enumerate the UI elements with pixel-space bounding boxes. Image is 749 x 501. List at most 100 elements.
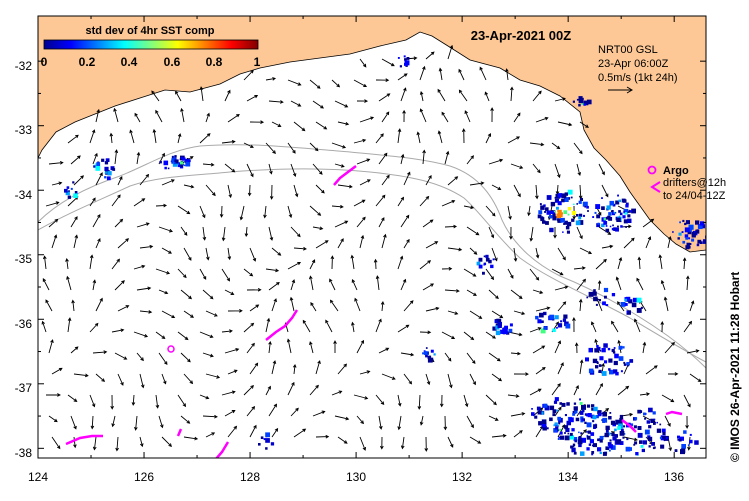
current-vector: [400, 436, 405, 450]
sst-pixel: [176, 162, 179, 165]
current-vector: [463, 394, 469, 408]
current-vector: [221, 226, 226, 242]
sst-pixel: [605, 228, 610, 233]
current-vector: [92, 279, 97, 291]
drifter-track: [333, 165, 357, 186]
sst-pixel: [592, 358, 598, 364]
sst-pixel: [606, 304, 609, 306]
current-vector: [579, 429, 587, 438]
current-vector: [243, 268, 254, 277]
current-vector: [268, 100, 284, 104]
sst-pixel: [681, 444, 686, 449]
sst-pixel: [599, 439, 603, 443]
sst-pixel: [595, 415, 599, 419]
longitude-axis-labels: 124 126 128 130 132 134 136: [28, 470, 684, 484]
current-vector: [447, 44, 454, 60]
current-vector: [633, 318, 641, 333]
sst-pixel: [531, 408, 533, 410]
sst-pixel: [678, 438, 682, 442]
sst-pixel: [598, 299, 601, 302]
sst-pixel: [596, 345, 599, 348]
sst-pixel: [634, 441, 638, 445]
current-vector: [309, 205, 322, 216]
sst-pixel: [263, 438, 266, 441]
current-vector: [310, 301, 317, 312]
current-vector: [92, 350, 108, 354]
sst-pixel: [425, 347, 428, 349]
current-vector: [271, 360, 277, 375]
current-vector: [315, 121, 328, 130]
current-vector: [359, 234, 365, 249]
current-vector: [554, 163, 561, 179]
sst-pixel: [260, 436, 264, 439]
colorbar-tick: 1: [254, 55, 261, 69]
sst-pixel: [623, 425, 626, 428]
current-vector: [177, 133, 182, 144]
sst-pixel: [596, 361, 599, 363]
sst-pixel: [504, 325, 508, 330]
sst-pixel: [642, 440, 647, 445]
current-vector: [134, 415, 138, 431]
current-vector: [554, 285, 569, 291]
sst-pixel: [594, 211, 597, 214]
current-vector: [113, 107, 119, 123]
current-vector: [645, 365, 658, 375]
current-vector: [268, 403, 278, 417]
drifter-track: [215, 441, 230, 458]
current-vector: [617, 257, 623, 270]
current-vector: [660, 321, 665, 333]
sst-pixel: [179, 158, 182, 161]
current-vector: [356, 415, 365, 425]
sst-pixel: [614, 434, 617, 436]
current-vector: [579, 121, 589, 128]
sst-pixel: [427, 355, 432, 360]
sst-pixel: [573, 402, 577, 405]
current-vector: [510, 163, 524, 169]
sst-pixel: [95, 166, 101, 171]
sst-pixel: [537, 214, 542, 219]
current-vector: [45, 201, 60, 207]
sst-pixel: [613, 211, 616, 214]
sst-pixel: [685, 237, 688, 240]
sst-pixel: [586, 422, 592, 428]
current-vector: [312, 410, 326, 417]
sst-pixel: [425, 354, 428, 358]
current-vector: [441, 111, 449, 123]
current-vector: [224, 410, 236, 417]
sst-pixel: [557, 219, 560, 222]
sst-pixel: [647, 436, 653, 442]
current-vector: [403, 300, 414, 312]
sst-pixel: [625, 202, 629, 206]
current-vector: [51, 367, 63, 375]
sst-pixel: [539, 203, 542, 205]
current-vector: [425, 241, 439, 249]
sst-pixel: [572, 445, 575, 448]
sst-pixel: [603, 287, 609, 293]
current-vector: [249, 247, 257, 262]
lat-label: -32: [15, 59, 33, 73]
current-vector: [89, 394, 96, 408]
current-vector: [444, 352, 452, 362]
sst-pixel: [602, 417, 608, 423]
current-vector: [73, 373, 89, 378]
current-vector: [576, 226, 583, 240]
current-vector: [287, 261, 302, 270]
sst-pixel: [561, 193, 567, 199]
current-vector: [114, 218, 124, 228]
sst-pixel: [551, 211, 554, 214]
sst-pixel: [587, 413, 592, 418]
sst-pixel: [620, 428, 624, 432]
current-vector: [151, 90, 160, 102]
sst-pixel: [173, 162, 176, 165]
sst-pixel: [93, 165, 96, 168]
current-vector: [686, 349, 700, 354]
current-vector: [117, 305, 130, 312]
current-vector: [199, 394, 210, 400]
sst-pixel: [172, 162, 178, 167]
sst-pixel: [537, 319, 542, 324]
sst-pixel: [549, 314, 555, 320]
current-vector: [554, 97, 566, 102]
current-vector: [574, 342, 579, 354]
sst-pixel: [270, 442, 275, 446]
sst-pixel: [563, 197, 569, 202]
